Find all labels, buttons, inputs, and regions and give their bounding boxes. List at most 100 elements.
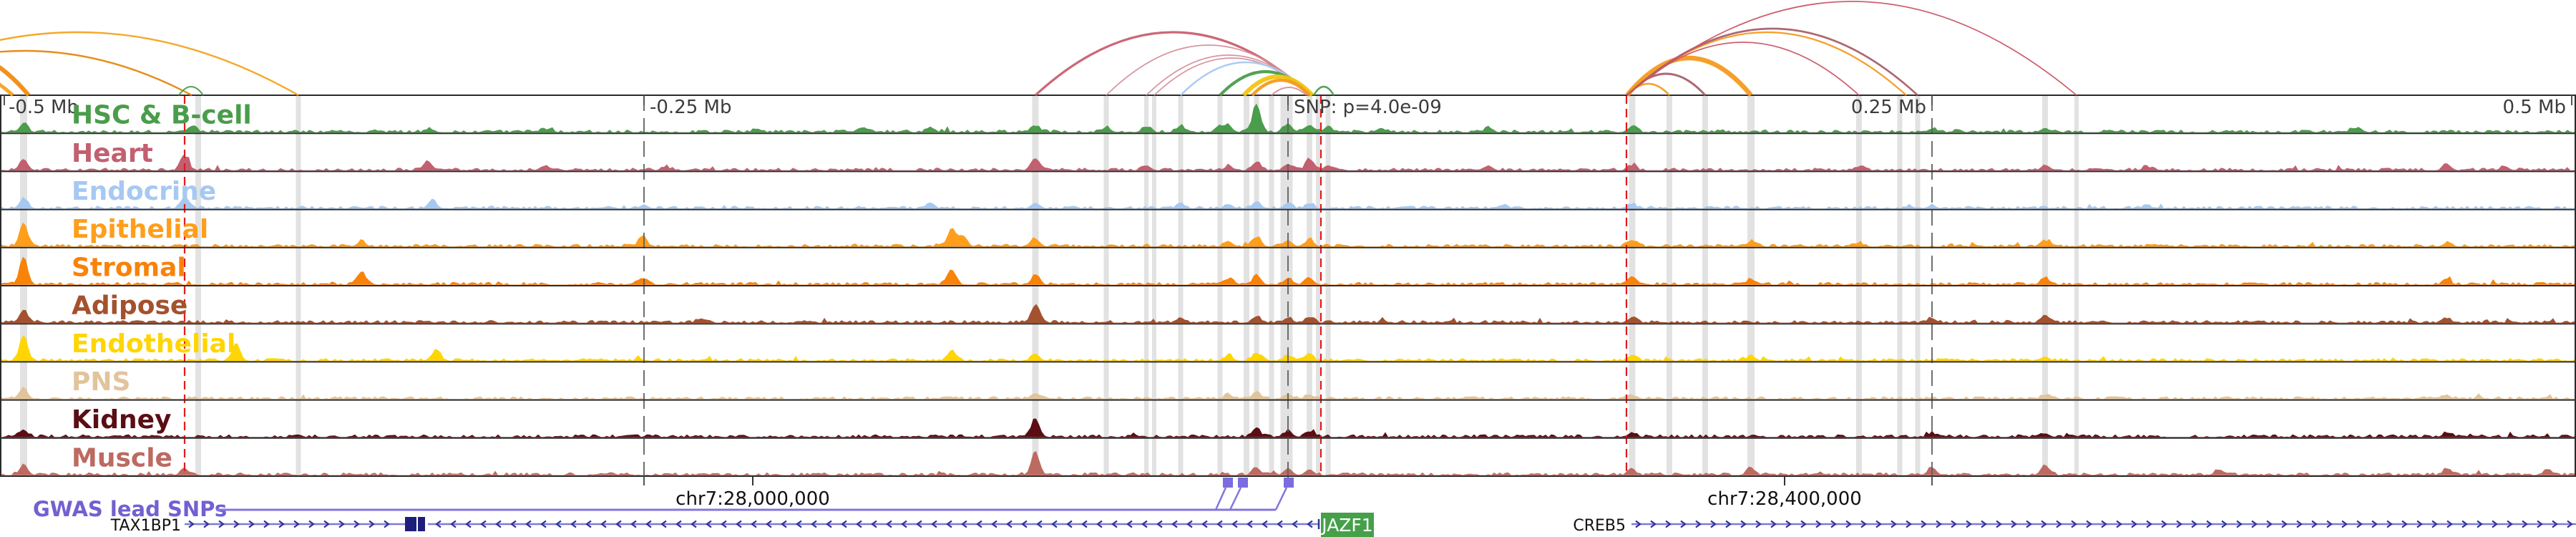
strand-chevron (1695, 520, 1702, 528)
strand-chevron (1006, 520, 1013, 528)
interaction-arc (0, 31, 299, 97)
strand-chevron (323, 520, 330, 528)
strand-chevron (2341, 520, 2348, 528)
strand-chevron (1262, 520, 1268, 528)
strand-chevron (2206, 520, 2212, 528)
interaction-arc (0, 49, 192, 97)
axis-label: 0.25 Mb (1851, 97, 1926, 118)
gene-model-jazf1[interactable]: JAZF1 (428, 513, 1374, 537)
strand-chevron (2026, 520, 2032, 528)
strand-chevron (570, 520, 577, 528)
gene-model-tax1bp1[interactable]: TAX1BP1 (110, 517, 425, 535)
chrom-axis: chr7:28,000,000 chr7:28,400,000 (675, 476, 1862, 510)
gwas-snp-flag[interactable] (1214, 478, 1233, 511)
interaction-arc (1626, 1, 2077, 96)
strand-chevron (1725, 520, 1732, 528)
strand-chevron (1036, 520, 1043, 528)
strand-chevron (2266, 520, 2273, 528)
axis-labels: -0.5 Mb -0.25 Mb SNP: p=4.0e-09 0.25 Mb 0.5 … (9, 97, 2566, 118)
strand-chevron (1966, 520, 1972, 528)
track-label-endocrine: Endocrine (72, 177, 216, 206)
strand-chevron (540, 520, 547, 528)
interaction-arc (1241, 74, 1314, 97)
gwas-snp-flag-marker[interactable] (1223, 478, 1233, 488)
strand-chevron (248, 520, 255, 528)
track-label-hsc-b-cell: HSC & B-cell (72, 101, 252, 130)
gwas-snp-flag-marker[interactable] (1284, 478, 1294, 488)
interaction-arc (1626, 27, 1918, 96)
interaction-arc (0, 65, 31, 97)
strand-chevron (2552, 520, 2558, 528)
strand-chevron (1277, 520, 1283, 528)
track-labels: HSC & B-cell Heart Endocrine Epithelial Stro… (72, 101, 252, 473)
chrom-coordinate-label: chr7:28,000,000 (675, 488, 830, 510)
strand-chevron (1755, 520, 1762, 528)
gwas-snp-flag-marker[interactable] (1238, 478, 1248, 488)
strand-chevron (1875, 520, 1882, 528)
strand-chevron (465, 520, 472, 528)
chrom-coordinate-label: chr7:28,400,000 (1707, 488, 1862, 510)
gene-model-creb5[interactable]: CREB5 (1573, 517, 2576, 535)
signal-track-kidney (0, 418, 2576, 437)
strand-chevron (2161, 520, 2167, 528)
strand-chevron (2356, 520, 2363, 528)
gene-exon-block[interactable] (418, 517, 425, 531)
strand-chevron (2131, 520, 2137, 528)
strand-chevron (495, 520, 502, 528)
gwas-lead-snps-row: GWAS lead SNPs (33, 478, 1294, 521)
strand-chevron (1051, 520, 1058, 528)
strand-chevron (2522, 520, 2528, 528)
gwas-lead-snps-label: GWAS lead SNPs (33, 497, 227, 521)
strand-chevron (1785, 520, 1792, 528)
track-label-stromal: Stromal (72, 253, 186, 282)
strand-chevron (1921, 520, 1927, 528)
strand-chevron (2041, 520, 2047, 528)
strand-chevron (1815, 520, 1822, 528)
strand-chevron (2462, 520, 2468, 528)
strand-chevron (1710, 520, 1717, 528)
strand-chevron (1936, 520, 1942, 528)
strand-chevron (1800, 520, 1807, 528)
strand-chevron (1141, 520, 1148, 528)
track-label-pns: PNS (72, 367, 130, 397)
strand-chevron (1770, 520, 1777, 528)
strand-chevron (961, 520, 967, 528)
strand-chevron (1066, 520, 1073, 528)
strand-chevron (991, 520, 997, 528)
strand-chevron (555, 520, 562, 528)
strand-chevron (1650, 520, 1657, 528)
strand-chevron (871, 520, 877, 528)
gwas-snp-flag[interactable] (1274, 478, 1294, 511)
interaction-arc (1312, 85, 1335, 96)
strand-chevron (1186, 520, 1193, 528)
strand-chevron (2251, 520, 2258, 528)
strand-chevron (1906, 520, 1912, 528)
gene-exon-block[interactable] (405, 517, 416, 531)
strand-chevron (1201, 520, 1208, 528)
interaction-arc (1271, 87, 1307, 96)
strand-chevron (1680, 520, 1687, 528)
strand-chevron (2326, 520, 2333, 528)
strand-chevron (615, 520, 622, 528)
strand-chevron (1081, 520, 1088, 528)
strand-chevron (1951, 520, 1957, 528)
strand-chevron (1740, 520, 1747, 528)
highlighted-gene-box[interactable] (1321, 513, 1374, 537)
strand-chevron (660, 520, 667, 528)
strand-chevron (706, 520, 712, 528)
track-label-adipose: Adipose (72, 291, 187, 321)
strand-chevron (1307, 520, 1313, 528)
interaction-arc (178, 86, 204, 96)
strand-chevron (353, 520, 360, 528)
strand-chevron (2011, 520, 2017, 528)
strand-chevron (450, 520, 457, 528)
strand-chevron (1635, 520, 1641, 528)
strand-chevron (2146, 520, 2152, 528)
snp-pvalue-label: SNP: p=4.0e-09 (1294, 97, 1442, 118)
strand-chevron (218, 520, 225, 528)
strand-chevron (2296, 520, 2303, 528)
strand-chevron (525, 520, 532, 528)
gene-label-creb5: CREB5 (1573, 517, 1626, 535)
strand-chevron (1890, 520, 1897, 528)
gwas-snp-flag[interactable] (1229, 478, 1248, 511)
